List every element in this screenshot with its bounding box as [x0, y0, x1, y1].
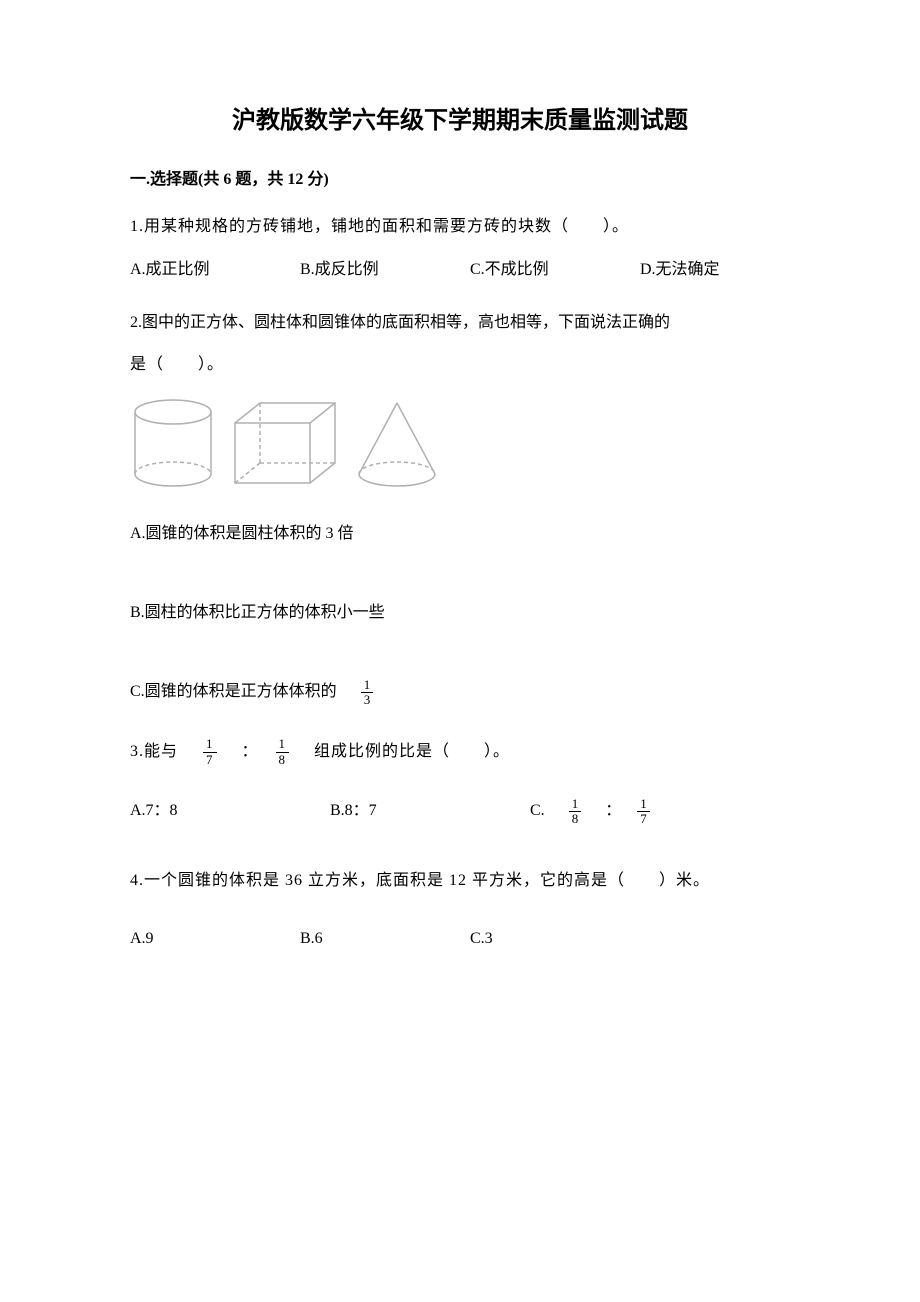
shapes-row: [130, 398, 790, 488]
frac-num: 1: [203, 737, 217, 752]
frac-num: 1: [637, 797, 650, 812]
q4-options: A.9 B.6 C.3: [130, 925, 790, 954]
q3-text: 3.能与 1 7 ： 1 8 组成比例的比是（ ）。: [130, 737, 790, 767]
q1-option-b: B.成反比例: [300, 256, 470, 285]
q3-c-pre: C.: [530, 797, 561, 826]
q3-colon1: ：: [225, 738, 268, 767]
q1-option-a: A.成正比例: [130, 256, 300, 285]
page-title: 沪教版数学六年级下学期期末质量监测试题: [130, 100, 790, 135]
section-header: 一.选择题(共 6 题，共 12 分): [130, 165, 790, 189]
fraction-icon: 1 3: [361, 678, 374, 708]
frac-num: 1: [361, 678, 374, 693]
q3-post: 组成比例的比是（ ）。: [297, 738, 510, 767]
q4-option-a: A.9: [130, 925, 300, 954]
question-1: 1.用某种规格的方砖铺地，铺地的面积和需要方砖的块数（ ）。 A.成正比例 B.…: [130, 213, 790, 285]
q2-option-b: B.圆柱的体积比正方体的体积小一些: [130, 599, 790, 628]
q3-c-colon: ：: [589, 797, 629, 826]
q3-option-b: B.8：7: [330, 797, 530, 827]
q1-option-c: C.不成比例: [470, 256, 640, 285]
q3-option-c: C. 1 8 ： 1 7: [530, 797, 730, 827]
q1-text: 1.用某种规格的方砖铺地，铺地的面积和需要方砖的块数（ ）。: [130, 213, 790, 242]
q2-text1: 2.图中的正方体、圆柱体和圆锥体的底面积相等，高也相等，下面说法正确的: [130, 309, 790, 338]
frac-den: 8: [276, 753, 290, 767]
cube-icon: [230, 398, 340, 488]
q2-c-pre: C.圆锥的体积是正方体体积的: [130, 678, 353, 707]
cylinder-icon: [130, 398, 216, 488]
fraction-icon: 1 8: [569, 797, 582, 827]
fraction-icon: 1 7: [637, 797, 650, 827]
q3-option-a: A.7：8: [130, 797, 330, 827]
q1-option-d: D.无法确定: [640, 256, 720, 285]
q2-option-c: C.圆锥的体积是正方体体积的 1 3: [130, 678, 790, 708]
frac-num: 1: [569, 797, 582, 812]
question-2: 2.图中的正方体、圆柱体和圆锥体的底面积相等，高也相等，下面说法正确的 是（ ）…: [130, 309, 790, 708]
cone-icon: [354, 398, 440, 488]
fraction-icon: 1 8: [276, 737, 290, 767]
q2-text2: 是（ ）。: [130, 351, 790, 380]
question-3: 3.能与 1 7 ： 1 8 组成比例的比是（ ）。 A.7：8 B.8：7 C…: [130, 737, 790, 826]
q1-options: A.成正比例 B.成反比例 C.不成比例 D.无法确定: [130, 256, 790, 285]
frac-den: 8: [569, 812, 582, 826]
q4-text: 4.一个圆锥的体积是 36 立方米，底面积是 12 平方米，它的高是（ ）米。: [130, 867, 790, 896]
fraction-icon: 1 7: [203, 737, 217, 767]
q3-options: A.7：8 B.8：7 C. 1 8 ： 1 7: [130, 797, 790, 827]
question-4: 4.一个圆锥的体积是 36 立方米，底面积是 12 平方米，它的高是（ ）米。 …: [130, 867, 790, 955]
q4-option-b: B.6: [300, 925, 470, 954]
frac-num: 1: [276, 737, 290, 752]
frac-den: 3: [361, 693, 374, 707]
frac-den: 7: [637, 812, 650, 826]
q2-option-a: A.圆锥的体积是圆柱体积的 3 倍: [130, 520, 790, 549]
q4-option-c: C.3: [470, 925, 493, 954]
frac-den: 7: [203, 753, 217, 767]
q3-pre: 3.能与: [130, 738, 195, 767]
